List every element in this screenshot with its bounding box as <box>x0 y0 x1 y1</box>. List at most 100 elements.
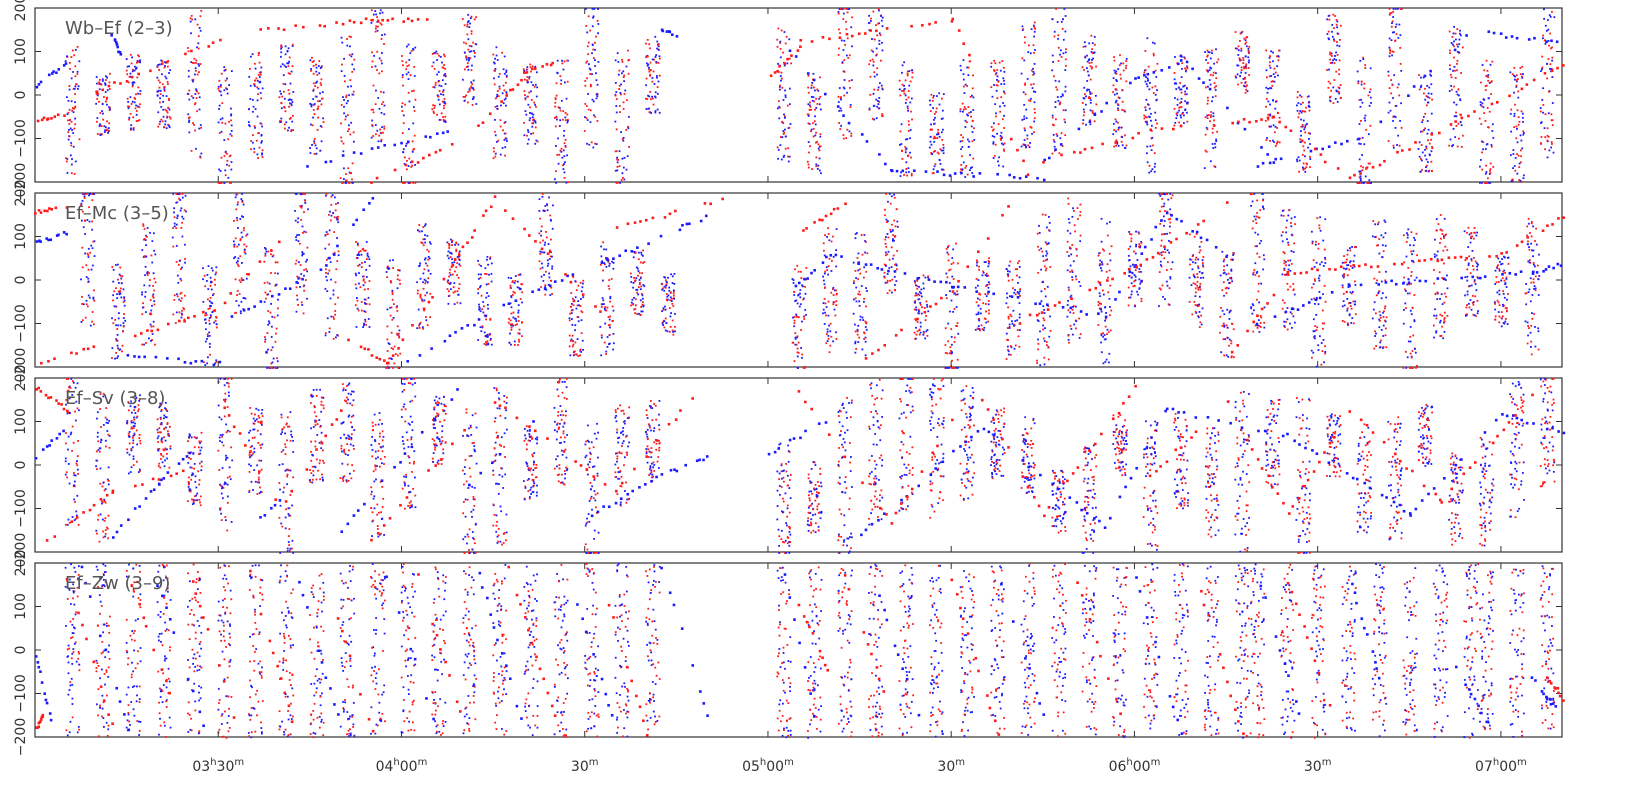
scatter-point <box>212 294 214 297</box>
scatter-point <box>621 176 624 179</box>
scatter-point <box>1338 73 1341 76</box>
track-point <box>110 34 113 37</box>
scatter-point <box>564 161 566 164</box>
scatter-point <box>623 80 626 83</box>
scatter-point <box>157 79 160 82</box>
scatter-point <box>962 85 965 88</box>
scatter-point <box>996 97 999 100</box>
scatter-point <box>518 332 521 335</box>
scatter-point <box>270 302 272 305</box>
track-point <box>788 49 792 53</box>
scatter-point <box>454 290 457 293</box>
scatter-point <box>242 279 245 281</box>
scatter-point <box>468 58 471 61</box>
scatter-point <box>1480 105 1483 108</box>
scatter-point <box>1296 96 1299 99</box>
scatter-point <box>183 318 186 321</box>
scatter-point <box>176 193 178 195</box>
scatter-point <box>1120 62 1122 65</box>
scatter-point <box>1180 88 1183 91</box>
scatter-point <box>413 147 416 150</box>
y-tick-label: 0 <box>13 276 29 285</box>
scatter-point <box>1027 51 1030 53</box>
scatter-point <box>1431 98 1433 101</box>
scatter-point <box>514 280 517 282</box>
scatter-point <box>603 307 606 310</box>
scatter-point <box>1115 70 1118 73</box>
scatter-point <box>1146 152 1148 155</box>
scatter-point <box>1174 121 1177 124</box>
scatter-point <box>1213 165 1216 168</box>
scatter-point <box>1147 79 1150 82</box>
scatter-point <box>408 128 410 131</box>
scatter-point <box>1481 151 1483 154</box>
scatter-point <box>535 95 538 98</box>
scatter-point <box>280 101 283 104</box>
scatter-point <box>274 332 277 335</box>
scatter-point <box>584 102 587 105</box>
scatter-point <box>219 118 222 121</box>
scatter-point <box>161 60 164 63</box>
scatter-point <box>380 140 383 143</box>
scatter-point <box>181 221 184 224</box>
scatter-point <box>566 113 569 116</box>
scatter-point <box>961 102 964 105</box>
scatter-point <box>964 166 967 169</box>
scatter-point <box>137 54 139 57</box>
scatter-point <box>960 69 962 72</box>
scatter-point <box>538 198 541 201</box>
scatter-point <box>633 308 636 311</box>
scatter-point <box>236 263 239 266</box>
scatter-point <box>1396 8 1399 10</box>
scatter-point <box>907 109 910 112</box>
scatter-point <box>1489 172 1492 174</box>
scatter-point <box>443 107 445 110</box>
scatter-point <box>574 296 577 299</box>
track-point <box>1137 76 1140 79</box>
scatter-point <box>1369 162 1371 165</box>
scatter-point <box>651 97 654 100</box>
scatter-point <box>1360 83 1363 86</box>
scatter-point <box>312 72 315 75</box>
track-point <box>1533 36 1536 40</box>
scatter-point <box>108 88 111 90</box>
scatter-point <box>449 288 452 291</box>
scatter-point <box>78 138 81 141</box>
scatter-point <box>516 323 518 326</box>
scatter-point <box>568 319 571 322</box>
band-cluster <box>400 43 417 184</box>
scatter-point <box>1483 99 1486 101</box>
scatter-point <box>87 254 90 256</box>
scatter-point <box>380 59 383 62</box>
scatter-point <box>232 240 235 243</box>
scatter-point <box>1519 179 1522 182</box>
track-point <box>1321 147 1324 151</box>
scatter-point <box>1089 119 1091 122</box>
scatter-point <box>606 336 609 338</box>
scatter-point <box>412 89 415 92</box>
scatter-point <box>567 181 570 184</box>
scatter-point <box>435 50 438 53</box>
scatter-point <box>1153 165 1156 168</box>
scatter-point <box>142 223 145 226</box>
scatter-point <box>495 46 498 49</box>
scatter-point <box>973 127 975 130</box>
scatter-point <box>577 320 580 323</box>
scatter-point <box>296 275 299 278</box>
scatter-point <box>1114 72 1117 74</box>
scatter-point <box>72 132 75 134</box>
scatter-point <box>1003 142 1006 145</box>
scatter-point <box>614 82 617 84</box>
scatter-point <box>1391 50 1394 53</box>
track-point <box>1026 173 1030 177</box>
scatter-point <box>1366 182 1369 184</box>
scatter-point <box>236 193 239 195</box>
scatter-point <box>652 70 655 73</box>
scatter-point <box>1453 56 1455 59</box>
scatter-point <box>149 312 152 315</box>
scatter-point <box>942 93 945 96</box>
scatter-point <box>457 258 460 260</box>
scatter-point <box>411 150 414 153</box>
scatter-point <box>120 277 123 280</box>
scatter-point <box>563 129 566 132</box>
